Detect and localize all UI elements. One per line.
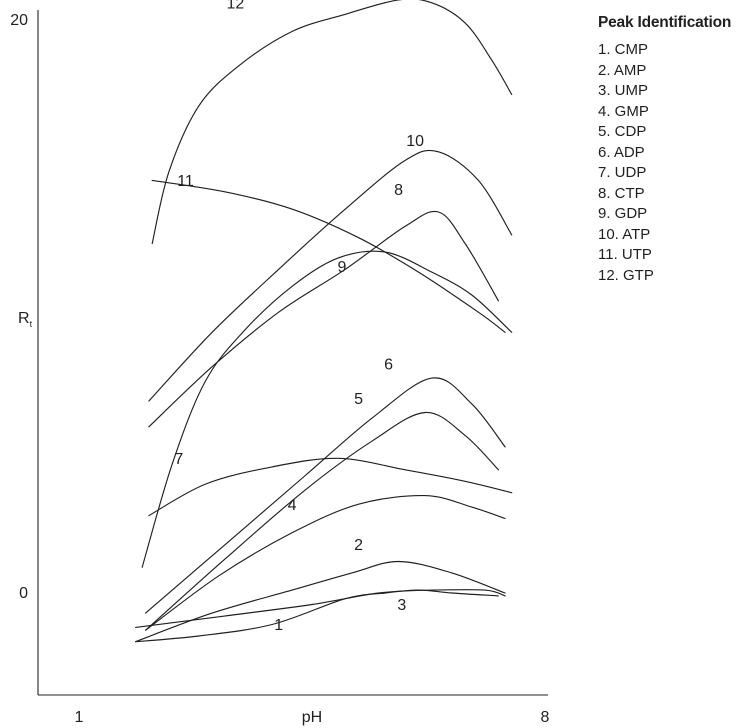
series-label-7: 7	[174, 451, 183, 468]
legend-item-atp: 10. ATP	[598, 225, 651, 243]
series-line-9	[141, 250, 513, 568]
y-axis-label-subscript: t	[30, 319, 33, 329]
series-label-6: 6	[384, 357, 393, 374]
series-line-1	[135, 589, 499, 643]
legend-item-udp: 7. UDP	[598, 164, 647, 181]
x-tick-label-0: 1	[75, 709, 84, 726]
y-tick-label-1: 20	[10, 12, 28, 29]
legend-item-cmp: 1. CMP	[598, 41, 649, 58]
y-axis-label: Rt	[18, 310, 33, 329]
series-label-4: 4	[288, 497, 297, 514]
series-line-12	[151, 0, 513, 245]
series-line-5	[145, 411, 499, 631]
legend-item-utp: 11. UTP	[598, 246, 652, 263]
legend-item-amp: 2. AMP	[598, 61, 647, 79]
legend-title: Peak Identification	[598, 14, 732, 31]
series-line-2	[135, 560, 506, 643]
legend-item-gdp: 9. GDP	[598, 205, 648, 222]
series-label-2: 2	[354, 537, 363, 554]
legend-item-adp: 6. ADP	[598, 143, 645, 161]
legend-item-gtp: 12. GTP	[598, 266, 654, 284]
series-line-7	[148, 457, 513, 517]
series-label-5: 5	[354, 391, 363, 408]
series-line-4	[145, 494, 506, 631]
series-line-3	[135, 589, 506, 628]
series-label-11: 11	[177, 173, 194, 190]
series-line-11	[151, 179, 506, 333]
legend-item-gmp: 4. GMP	[598, 102, 649, 120]
tick-labels: 1 8 0 20	[10, 12, 549, 726]
legend-list: 1. CMP 2. AMP 3. UMP 4. GMP 5. CDP 6. AD…	[598, 40, 736, 286]
series-line-8	[148, 210, 499, 428]
series-label-10: 10	[406, 133, 424, 150]
series-line-6	[145, 377, 506, 614]
series-line-10	[148, 149, 513, 402]
series-label-3: 3	[397, 597, 406, 614]
y-axis-label-main: R	[18, 310, 30, 327]
curves	[135, 0, 513, 643]
series-label-1: 1	[274, 617, 283, 634]
legend: Peak Identification 1. CMP 2. AMP 3. UMP…	[598, 14, 736, 286]
axis-labels: pH Rt	[18, 310, 322, 726]
series-label-9: 9	[338, 259, 347, 276]
series-label-12: 12	[227, 0, 245, 13]
series-label-8: 8	[394, 182, 403, 199]
legend-item-cdp: 5. CDP	[598, 123, 647, 140]
legend-item-ump: 3. UMP	[598, 82, 649, 99]
x-tick-label-1: 8	[541, 709, 550, 726]
axes	[37, 10, 548, 696]
legend-item-ctp: 8. CTP	[598, 184, 645, 202]
y-tick-label-0: 0	[19, 585, 28, 602]
x-axis-label: pH	[302, 709, 322, 726]
